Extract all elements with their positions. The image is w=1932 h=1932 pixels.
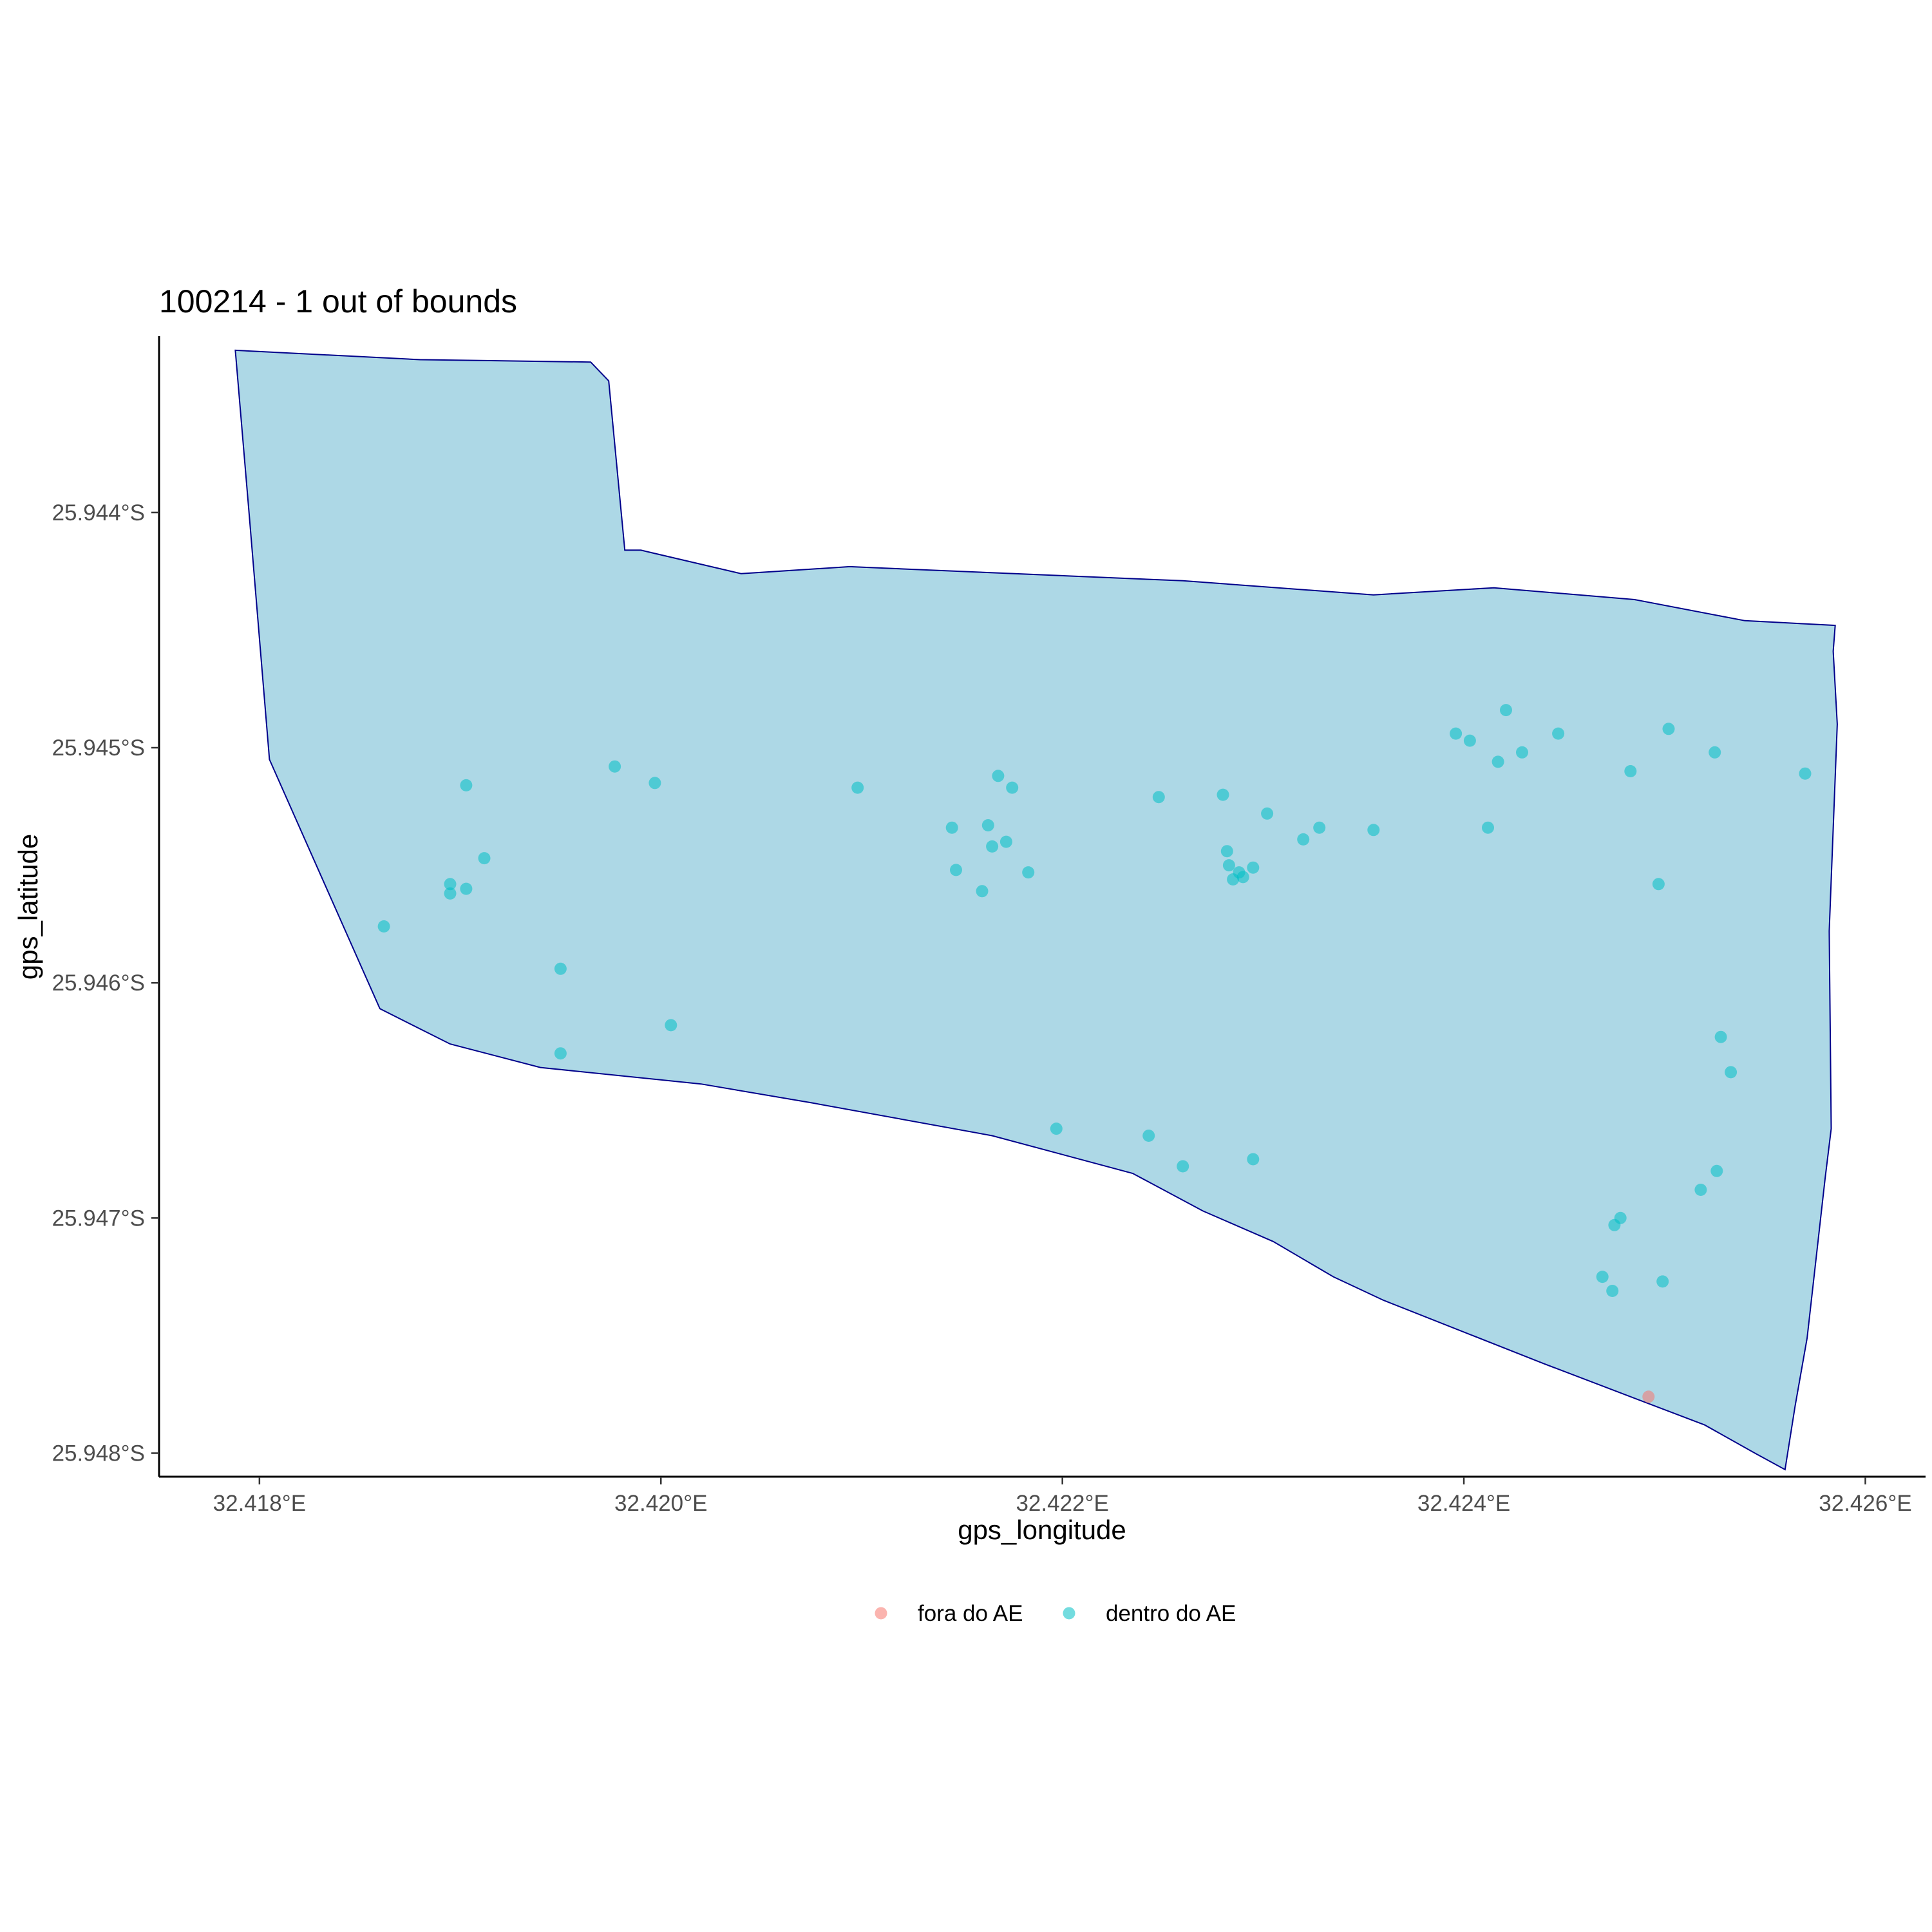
data-point (1006, 781, 1019, 794)
data-point (460, 882, 473, 895)
data-point (1220, 845, 1233, 858)
data-point (1367, 824, 1380, 837)
data-point (460, 779, 473, 791)
data-point (1247, 1153, 1260, 1166)
data-point (1596, 1271, 1609, 1283)
data-point (999, 835, 1012, 848)
y-tick-label: 25.946°S (52, 971, 145, 996)
data-point (976, 885, 989, 898)
data-point (554, 962, 567, 975)
x-tick-label: 32.426°E (1819, 1491, 1911, 1516)
data-point (1652, 878, 1665, 891)
data-point (1152, 791, 1165, 804)
data-point (1725, 1066, 1738, 1079)
data-point (649, 777, 661, 790)
x-tick-label: 32.424°E (1417, 1491, 1510, 1516)
data-point (1022, 866, 1035, 879)
data-point (1450, 727, 1463, 740)
data-point (981, 819, 994, 831)
data-point (665, 1019, 677, 1032)
data-point (1799, 767, 1812, 780)
data-point (1662, 723, 1675, 735)
legend-key (875, 1607, 887, 1620)
series-fora-do-ae (1642, 1390, 1655, 1403)
data-point (945, 821, 958, 834)
data-point (1516, 746, 1528, 759)
data-point (478, 852, 491, 865)
plot-area (234, 349, 1838, 1471)
data-point (1642, 1390, 1655, 1403)
data-point (1552, 727, 1565, 740)
legend-label: fora do AE (918, 1601, 1023, 1626)
y-tick-label: 25.945°S (52, 735, 145, 761)
y-tick-label: 25.944°S (52, 500, 145, 526)
data-point (554, 1047, 567, 1060)
legend-label: dentro do AE (1106, 1601, 1236, 1626)
data-point (992, 770, 1005, 782)
data-point (1709, 746, 1721, 759)
chart-title: 100214 - 1 out of bounds (159, 283, 517, 319)
series-dentro-do-ae (377, 704, 1812, 1297)
data-point (1482, 821, 1494, 834)
x-tick-label: 32.420°E (614, 1491, 707, 1516)
x-tick-label: 32.418°E (213, 1491, 306, 1516)
data-point (444, 887, 457, 900)
x-axis-title: gps_longitude (958, 1515, 1126, 1545)
y-tick-label: 25.947°S (52, 1206, 145, 1231)
data-point (1297, 833, 1310, 846)
y-axis-title: gps_latitude (13, 834, 43, 980)
area-polygon (234, 349, 1838, 1471)
data-point (1614, 1211, 1627, 1224)
data-point (1222, 859, 1235, 872)
data-point (1624, 765, 1637, 777)
data-point (1694, 1184, 1707, 1196)
legend: fora do AE dentro do AE (875, 1601, 1236, 1626)
data-point (986, 840, 999, 853)
data-point (1714, 1030, 1727, 1043)
y-tick-label: 25.948°S (52, 1441, 145, 1466)
data-point (1463, 734, 1476, 747)
data-point (1313, 821, 1326, 834)
data-point (851, 781, 864, 794)
data-point (1492, 755, 1504, 768)
data-point (609, 760, 621, 773)
data-point (1500, 704, 1512, 717)
data-point (1606, 1285, 1619, 1297)
axes (158, 336, 1926, 1478)
data-point (1236, 871, 1249, 884)
data-point (1177, 1160, 1189, 1173)
data-point (950, 864, 962, 876)
data-point (1247, 861, 1260, 874)
data-point (1656, 1275, 1669, 1288)
data-point (1050, 1122, 1063, 1135)
data-point (444, 878, 457, 891)
legend-key (1063, 1607, 1075, 1620)
x-tick-label: 32.422°E (1016, 1491, 1108, 1516)
data-point (1710, 1164, 1723, 1177)
data-point (377, 920, 390, 933)
data-point (1142, 1130, 1155, 1142)
data-point (1217, 788, 1229, 801)
data-point (1261, 807, 1274, 820)
axis-ticks: 32.418°E 32.420°E 32.422°E 32.424°E 32.426°E… (52, 500, 1912, 1516)
